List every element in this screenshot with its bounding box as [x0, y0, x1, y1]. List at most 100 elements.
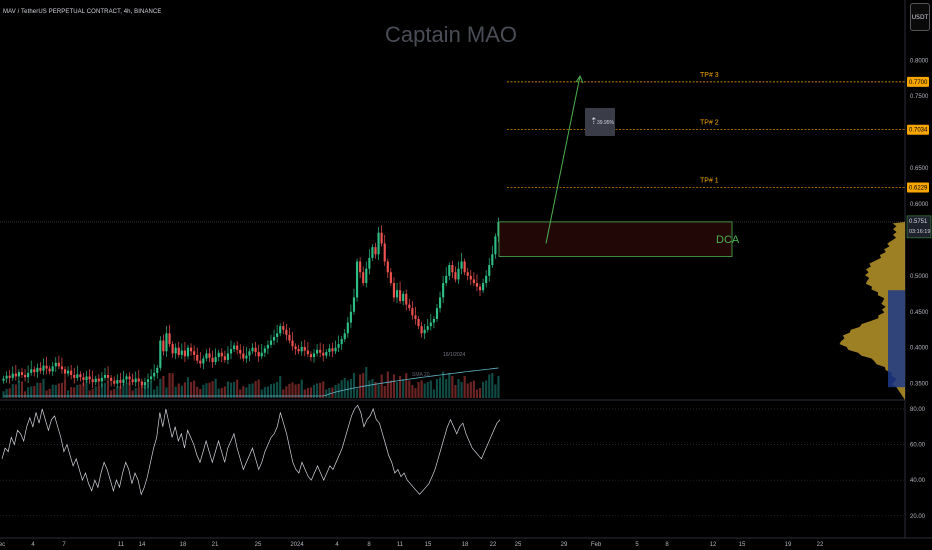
candle[interactable] — [205, 353, 208, 359]
candle[interactable] — [478, 286, 482, 291]
candle[interactable] — [469, 275, 472, 280]
candle[interactable] — [245, 355, 248, 359]
candle[interactable] — [340, 339, 343, 345]
candle[interactable] — [60, 366, 64, 370]
candle[interactable] — [193, 351, 196, 355]
candle[interactable] — [254, 347, 257, 353]
candle[interactable] — [97, 378, 100, 382]
candle[interactable] — [352, 297, 356, 312]
candle[interactable] — [27, 372, 30, 378]
currency-button[interactable]: USDT — [910, 3, 930, 31]
candle[interactable] — [485, 275, 488, 284]
candle[interactable] — [220, 352, 223, 357]
candle[interactable] — [137, 378, 140, 382]
candle[interactable] — [233, 345, 236, 350]
rsi-line[interactable] — [1, 404, 501, 496]
candle[interactable] — [45, 365, 48, 369]
candle[interactable] — [159, 340, 162, 368]
candle[interactable] — [395, 290, 399, 298]
candle[interactable] — [491, 254, 494, 266]
candle[interactable] — [402, 293, 405, 301]
candle[interactable] — [282, 326, 285, 330]
candle[interactable] — [186, 347, 190, 357]
candle[interactable] — [269, 340, 273, 345]
candle[interactable] — [457, 268, 460, 280]
candle[interactable] — [128, 376, 131, 380]
candle[interactable] — [196, 354, 199, 361]
candle[interactable] — [248, 351, 251, 356]
candle[interactable] — [33, 369, 36, 373]
candle[interactable] — [229, 349, 233, 354]
candle[interactable] — [214, 357, 217, 363]
candle[interactable] — [48, 368, 51, 372]
candle[interactable] — [399, 290, 402, 301]
candle[interactable] — [386, 261, 389, 273]
candle[interactable] — [162, 340, 165, 352]
candle[interactable] — [297, 349, 300, 352]
candle[interactable] — [82, 377, 85, 381]
candle[interactable] — [429, 322, 432, 327]
candle[interactable] — [435, 308, 439, 319]
candle[interactable] — [125, 376, 128, 380]
candle[interactable] — [432, 318, 435, 323]
candle[interactable] — [134, 378, 137, 383]
candle[interactable] — [208, 353, 211, 358]
candle[interactable] — [189, 347, 193, 352]
candle[interactable] — [8, 375, 11, 378]
candle[interactable] — [472, 279, 475, 284]
candle[interactable] — [454, 272, 457, 280]
candle[interactable] — [42, 365, 45, 371]
symbol-info[interactable]: MAV / TetherUS PERPETUAL CONTRACT, 4h, B… — [3, 9, 162, 15]
candle[interactable] — [39, 367, 42, 371]
candle[interactable] — [276, 333, 279, 337]
candle[interactable] — [365, 268, 368, 284]
candle[interactable] — [165, 333, 168, 352]
candle[interactable] — [70, 370, 73, 376]
candle[interactable] — [368, 257, 371, 269]
candle[interactable] — [20, 372, 24, 376]
candle[interactable] — [300, 346, 303, 352]
candle[interactable] — [180, 350, 183, 355]
candle[interactable] — [303, 346, 306, 351]
candle[interactable] — [285, 329, 288, 335]
candle[interactable] — [460, 261, 463, 269]
candle[interactable] — [156, 367, 159, 373]
candle[interactable] — [266, 344, 269, 349]
candle[interactable] — [153, 372, 156, 377]
candle[interactable] — [426, 326, 429, 330]
candle[interactable] — [17, 372, 20, 377]
candle[interactable] — [251, 347, 254, 352]
candle[interactable] — [263, 348, 266, 353]
candle[interactable] — [383, 243, 386, 262]
candle[interactable] — [417, 318, 420, 327]
candle[interactable] — [497, 221, 500, 237]
candle[interactable] — [236, 345, 239, 350]
candle[interactable] — [242, 353, 245, 359]
candle[interactable] — [183, 350, 186, 357]
candle[interactable] — [91, 379, 94, 383]
candle[interactable] — [36, 367, 39, 373]
candle[interactable] — [392, 283, 396, 298]
candle[interactable] — [257, 352, 260, 357]
candle[interactable] — [448, 265, 451, 276]
candle[interactable] — [79, 374, 82, 378]
candle[interactable] — [110, 377, 113, 381]
candle[interactable] — [475, 283, 479, 287]
candle[interactable] — [343, 333, 346, 340]
candle[interactable] — [119, 380, 122, 383]
candle[interactable] — [122, 379, 125, 383]
candle[interactable] — [272, 336, 276, 341]
candle[interactable] — [260, 352, 263, 357]
candle[interactable] — [76, 374, 79, 378]
candle[interactable] — [174, 347, 177, 354]
candle[interactable] — [405, 293, 408, 305]
candle[interactable] — [389, 272, 392, 284]
candle[interactable] — [337, 344, 340, 348]
candle[interactable] — [226, 353, 230, 360]
candle[interactable] — [23, 375, 27, 378]
candle[interactable] — [217, 352, 220, 358]
candle[interactable] — [94, 378, 97, 383]
candle[interactable] — [202, 358, 205, 364]
candle[interactable] — [100, 377, 103, 382]
